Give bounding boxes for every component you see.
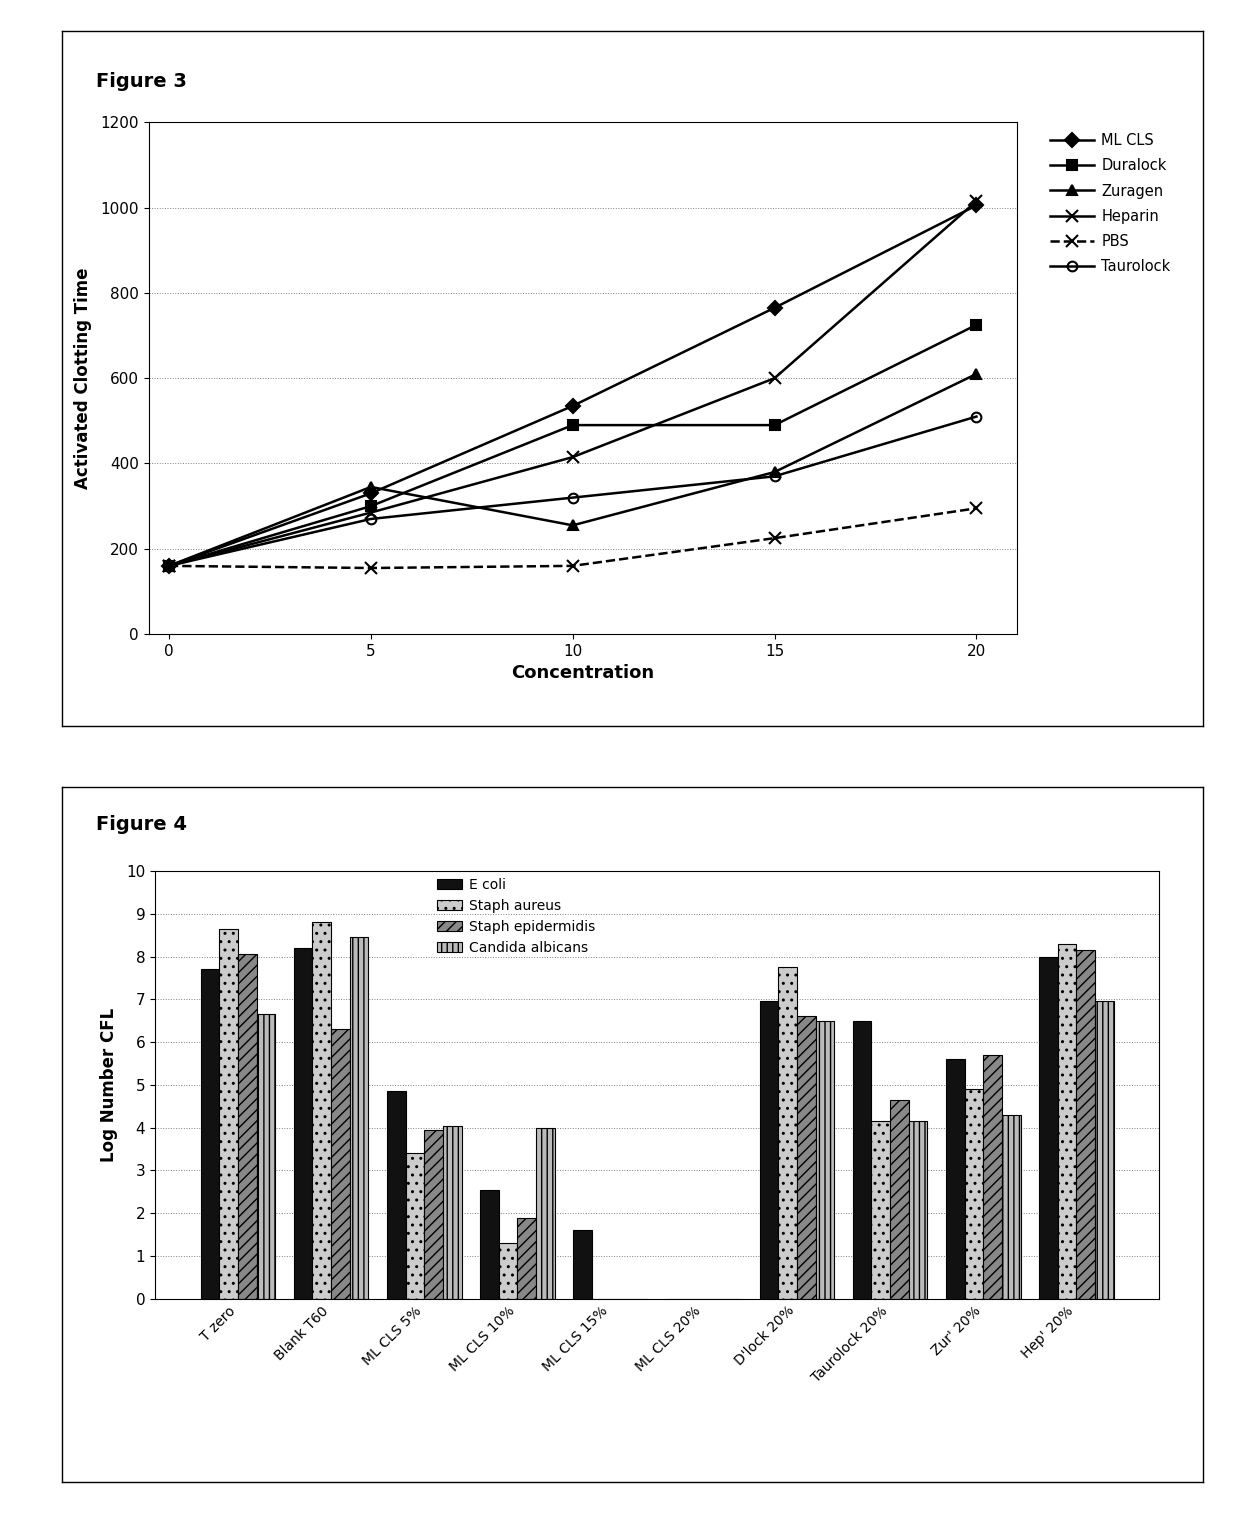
Heparin — [161, 556, 176, 575]
Taurolock — [768, 468, 782, 486]
ML CLS — [768, 298, 782, 316]
Bar — [331, 1030, 350, 1299]
Bar — [1058, 944, 1076, 1299]
Line: PBS: PBS — [162, 503, 982, 575]
Zuragen — [161, 556, 176, 575]
Bar — [405, 1154, 424, 1299]
Duralock — [363, 497, 378, 515]
Bar — [872, 1122, 890, 1299]
Bar — [257, 1015, 275, 1299]
Bar — [1076, 950, 1095, 1299]
ML CLS — [161, 556, 176, 575]
Taurolock — [161, 556, 176, 575]
Bar — [779, 967, 797, 1299]
Bar — [816, 1021, 835, 1299]
Text: Figure 3: Figure 3 — [97, 72, 187, 92]
Zuragen — [768, 463, 782, 481]
Bar — [1002, 1115, 1021, 1299]
Bar — [983, 1054, 1002, 1299]
Bar — [909, 1122, 928, 1299]
Y-axis label: Log Number CFL: Log Number CFL — [99, 1008, 118, 1161]
Bar — [312, 923, 331, 1299]
Bar — [219, 929, 238, 1299]
ML CLS — [565, 397, 580, 416]
Bar — [797, 1016, 816, 1299]
ML CLS — [363, 484, 378, 503]
Bar — [424, 1129, 443, 1299]
Taurolock — [363, 510, 378, 529]
Zuragen — [968, 365, 983, 384]
Bar — [294, 947, 312, 1299]
Text: Figure 4: Figure 4 — [97, 814, 187, 834]
Bar — [517, 1218, 536, 1299]
Bar — [946, 1059, 965, 1299]
Bar — [498, 1244, 517, 1299]
Taurolock — [968, 408, 983, 426]
Bar — [387, 1091, 405, 1299]
Bar — [350, 937, 368, 1299]
ML CLS — [968, 196, 983, 214]
Heparin — [363, 503, 378, 521]
Duralock — [768, 416, 782, 434]
PBS — [363, 559, 378, 578]
Line: Taurolock: Taurolock — [164, 411, 981, 571]
Bar — [890, 1100, 909, 1299]
Bar — [238, 955, 257, 1299]
Duralock — [565, 416, 580, 434]
Bar — [536, 1128, 554, 1299]
Bar — [760, 1001, 779, 1299]
Legend: E coli, Staph aureus, Staph epidermidis, Candida albicans: E coli, Staph aureus, Staph epidermidis,… — [433, 874, 600, 958]
Duralock — [968, 316, 983, 335]
Line: Zuragen: Zuragen — [164, 370, 981, 571]
Bar — [1095, 1001, 1114, 1299]
PBS — [968, 500, 983, 518]
Line: ML CLS: ML CLS — [164, 200, 981, 571]
Line: Duralock: Duralock — [164, 319, 981, 571]
Bar — [443, 1126, 461, 1299]
PBS — [768, 529, 782, 547]
Bar — [965, 1089, 983, 1299]
Bar — [853, 1021, 872, 1299]
Y-axis label: Activated Clotting Time: Activated Clotting Time — [74, 267, 92, 489]
Zuragen — [565, 516, 580, 535]
Heparin — [565, 448, 580, 466]
Legend: ML CLS, Duralock, Zuragen, Heparin, PBS, Taurolock: ML CLS, Duralock, Zuragen, Heparin, PBS,… — [1042, 124, 1179, 283]
Bar — [480, 1190, 498, 1299]
PBS — [565, 556, 580, 575]
Bar — [201, 969, 219, 1299]
Taurolock — [565, 489, 580, 507]
Heparin — [968, 193, 983, 211]
Bar — [1039, 957, 1058, 1299]
Line: Heparin: Heparin — [162, 196, 982, 571]
Duralock — [161, 556, 176, 575]
X-axis label: Concentration: Concentration — [511, 665, 655, 683]
PBS — [161, 556, 176, 575]
Bar — [573, 1230, 591, 1299]
Heparin — [768, 368, 782, 387]
Zuragen — [363, 478, 378, 497]
